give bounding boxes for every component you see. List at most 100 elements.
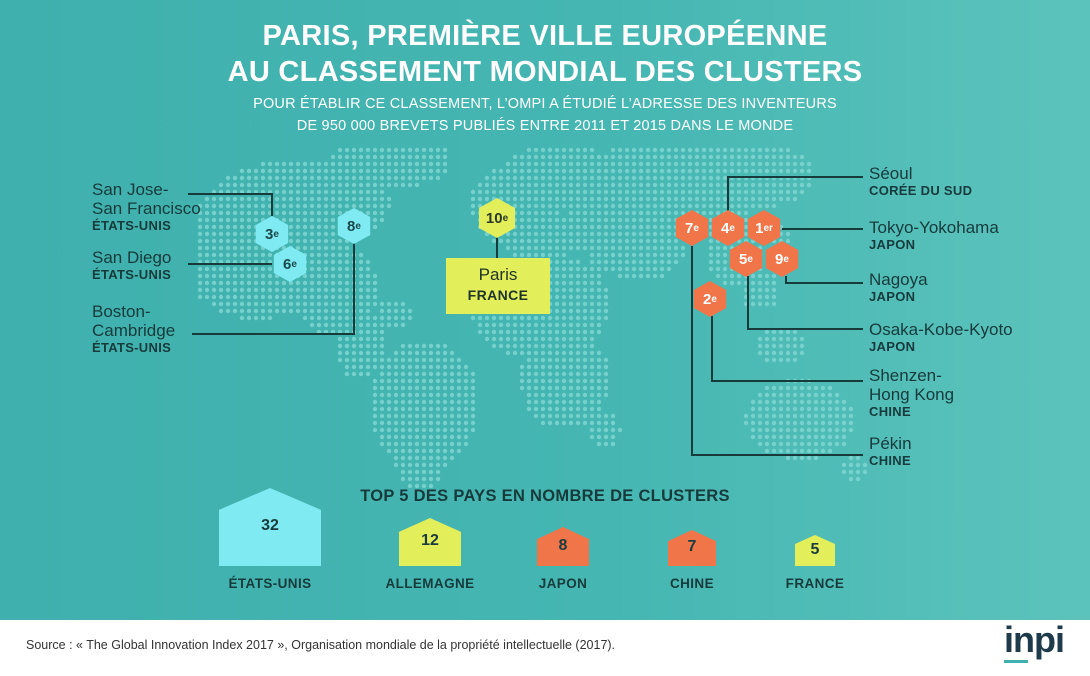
map-dot xyxy=(575,182,581,188)
map-dot xyxy=(722,189,728,195)
label-nagoya: Nagoya JAPON xyxy=(869,270,928,305)
map-dot xyxy=(561,280,567,286)
map-dot xyxy=(302,315,308,321)
map-dot xyxy=(757,441,763,447)
map-dot xyxy=(449,406,455,412)
map-dot xyxy=(778,329,784,335)
map-dot xyxy=(281,203,287,209)
map-dot xyxy=(554,168,560,174)
map-dot xyxy=(589,238,595,244)
map-dot xyxy=(225,231,231,237)
map-dot xyxy=(575,231,581,237)
map-dot xyxy=(316,175,322,181)
map-dot xyxy=(554,217,560,223)
map-dot xyxy=(778,154,784,160)
map-dot xyxy=(526,343,532,349)
bar-label: CHINE xyxy=(669,576,714,591)
map-dot xyxy=(260,294,266,300)
map-dot xyxy=(337,161,343,167)
map-dot xyxy=(281,301,287,307)
map-dot xyxy=(435,427,441,433)
map-dot xyxy=(547,315,553,321)
bar-label: JAPON xyxy=(538,576,588,591)
map-dot xyxy=(302,189,308,195)
map-dot xyxy=(617,210,623,216)
map-dot xyxy=(358,168,364,174)
map-dot xyxy=(827,427,833,433)
map-dot xyxy=(400,469,406,475)
label-seoul: Séoul CORÉE DU SUD xyxy=(869,164,972,199)
map-dot xyxy=(421,441,427,447)
map-dot xyxy=(400,378,406,384)
map-dot xyxy=(372,168,378,174)
map-dot xyxy=(379,168,385,174)
map-dot xyxy=(211,294,217,300)
map-dot xyxy=(337,238,343,244)
map-dot xyxy=(603,196,609,202)
map-dot xyxy=(484,189,490,195)
map-dot xyxy=(498,168,504,174)
map-dot xyxy=(610,168,616,174)
map-dot xyxy=(673,168,679,174)
map-dot xyxy=(344,189,350,195)
map-dot xyxy=(561,385,567,391)
map-dot xyxy=(344,308,350,314)
map-dot xyxy=(393,441,399,447)
paris-label-box: Paris FRANCE xyxy=(446,258,550,314)
map-dot xyxy=(638,203,644,209)
map-dot xyxy=(274,182,280,188)
map-dot xyxy=(267,168,273,174)
map-dot xyxy=(540,350,546,356)
map-dot xyxy=(659,266,665,272)
map-dot xyxy=(547,161,553,167)
map-dot xyxy=(505,343,511,349)
map-dot xyxy=(568,287,574,293)
map-dot xyxy=(302,210,308,216)
map-dot xyxy=(582,189,588,195)
map-dot xyxy=(540,329,546,335)
map-dot xyxy=(575,287,581,293)
map-dot xyxy=(540,196,546,202)
map-dot xyxy=(659,273,665,279)
map-dot xyxy=(274,280,280,286)
map-dot xyxy=(225,210,231,216)
map-dot xyxy=(862,462,868,468)
map-dot xyxy=(372,378,378,384)
top5-title: TOP 5 DES PAYS EN NOMBRE DE CLUSTERS xyxy=(360,487,730,505)
map-dot xyxy=(225,196,231,202)
map-dot xyxy=(337,245,343,251)
map-dot xyxy=(505,189,511,195)
map-dot xyxy=(792,196,798,202)
map-dot xyxy=(386,308,392,314)
map-dot xyxy=(379,196,385,202)
map-dot xyxy=(449,413,455,419)
map-dot xyxy=(561,196,567,202)
map-dot xyxy=(785,420,791,426)
map-dot xyxy=(365,287,371,293)
map-dot xyxy=(792,448,798,454)
map-dot xyxy=(596,252,602,258)
map-dot xyxy=(337,287,343,293)
map-dot xyxy=(554,175,560,181)
map-dot xyxy=(316,168,322,174)
map-dot xyxy=(792,406,798,412)
map-dot xyxy=(309,161,315,167)
map-dot xyxy=(526,329,532,335)
map-dot xyxy=(533,203,539,209)
map-dot xyxy=(617,252,623,258)
map-dot xyxy=(589,196,595,202)
map-dot xyxy=(722,182,728,188)
rank-badge-tokyo: 1 er xyxy=(747,210,781,246)
map-dot xyxy=(491,182,497,188)
map-dot xyxy=(547,147,553,153)
map-dot xyxy=(673,203,679,209)
map-dot xyxy=(736,147,742,153)
map-dot xyxy=(414,175,420,181)
map-dot xyxy=(379,182,385,188)
rank-suffix: e xyxy=(711,293,717,305)
footer xyxy=(0,620,1090,676)
map-dot xyxy=(372,224,378,230)
map-dot xyxy=(561,154,567,160)
map-dot xyxy=(197,273,203,279)
map-dot xyxy=(393,154,399,160)
